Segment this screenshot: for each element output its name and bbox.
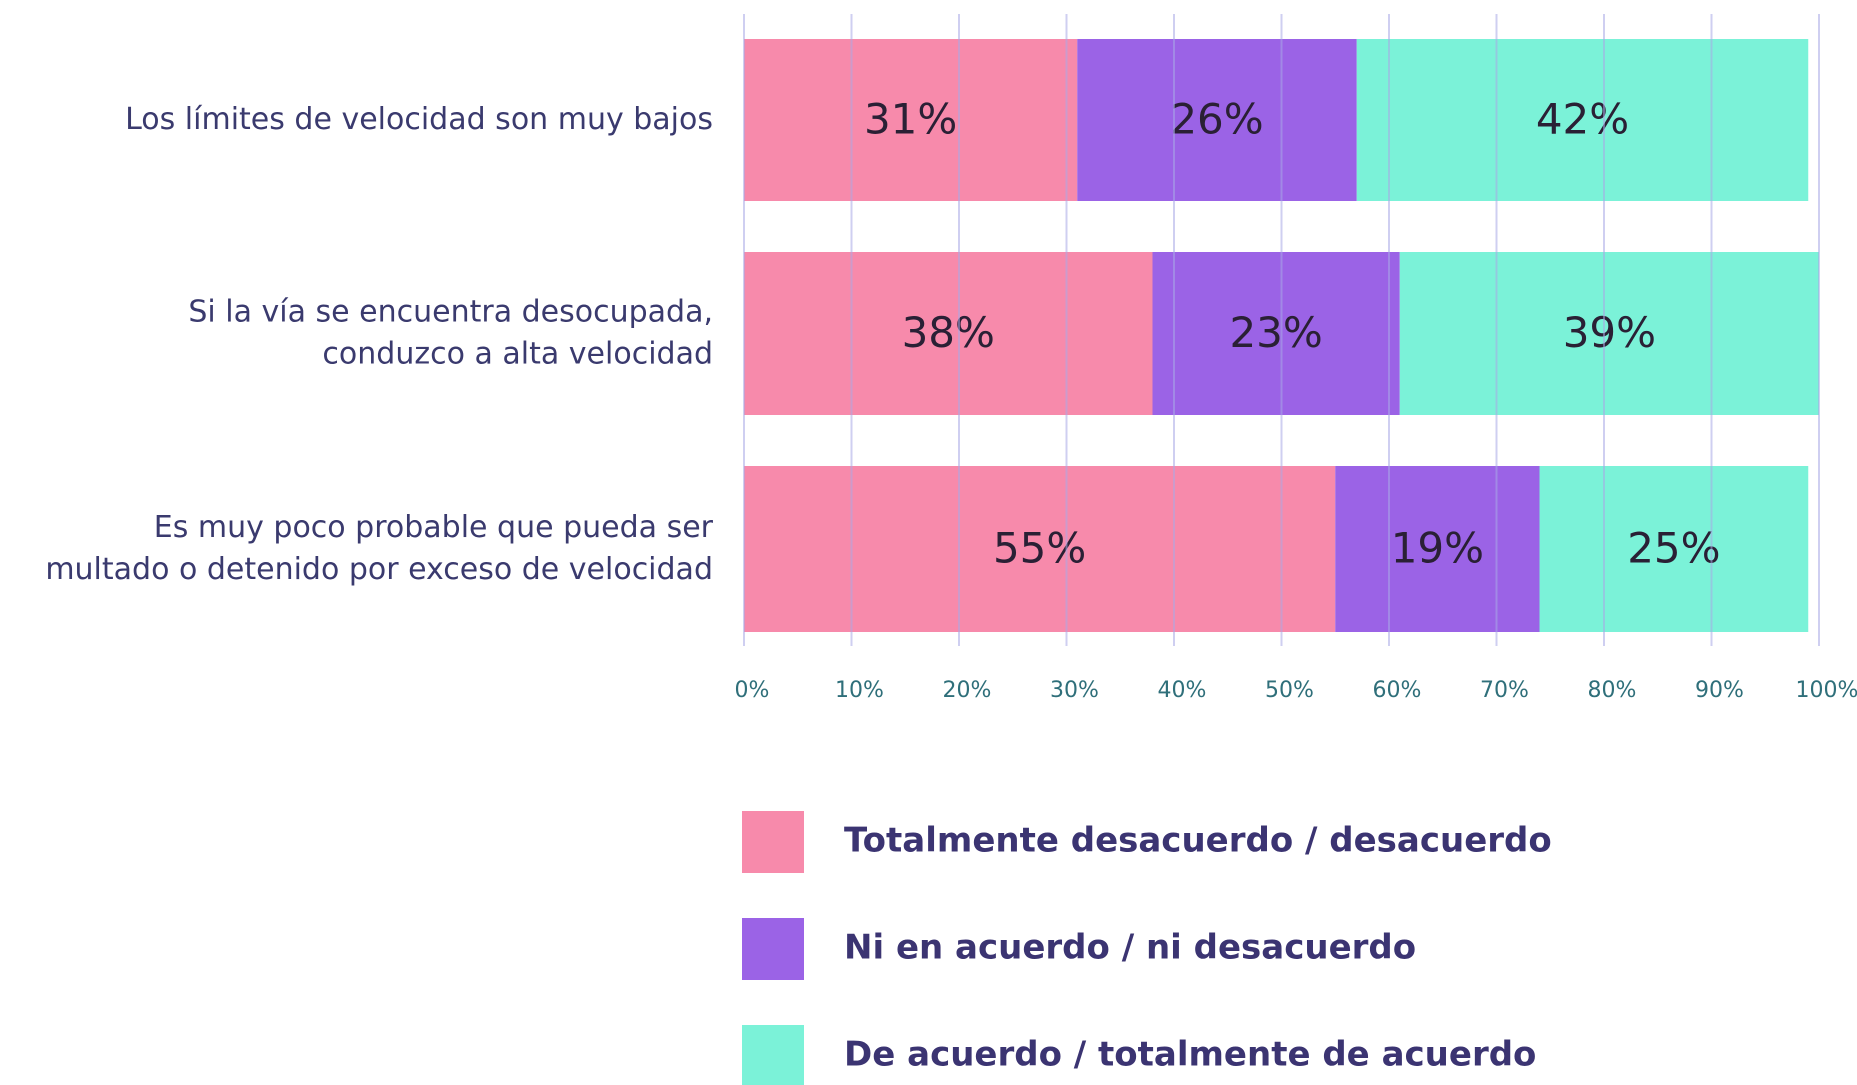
data-label: 31% [864,95,957,144]
x-tick-label: 10% [835,678,884,703]
legend-label: Ni en acuerdo / ni desacuerdo [844,928,1416,968]
x-tick-label: 20% [943,678,992,703]
bar-segment [1356,39,1809,201]
data-label: 23% [1229,308,1322,357]
legend-label: De acuerdo / totalmente de acuerdo [844,1035,1536,1075]
bar-segment [744,466,1336,632]
category-label: Si la vía se encuentra desocupada, conduz… [188,294,713,371]
data-label: 55% [993,524,1086,573]
category-label: Los límites de velocidad son muy bajos [125,102,713,137]
data-label: 25% [1627,524,1720,573]
legend-swatch [742,811,804,873]
bar-segment [1539,466,1809,632]
bar-segment [1077,39,1357,201]
legend-swatch [742,918,804,980]
x-tick-label: 30% [1050,678,1099,703]
bar-segment [1152,252,1400,415]
category-line: Los límites de velocidad son muy bajos [125,102,713,137]
bar-segment [744,252,1153,415]
bar-segment [744,39,1078,201]
legend-label: Totalmente desacuerdo / desacuerdo [844,821,1552,861]
data-label: 19% [1391,524,1484,573]
data-label: 42% [1536,95,1629,144]
data-label: 26% [1170,95,1263,144]
x-tick-label: 80% [1588,678,1637,703]
category-line: Si la vía se encuentra desocupada, [188,294,713,329]
category-line: multado o detenido por exceso de velocid… [45,552,713,587]
category-line: conduzco a alta velocidad [322,336,713,371]
bar-segment [1335,466,1540,632]
category-label: Es muy poco probable que pueda ser multad… [45,510,713,587]
x-tick-label: 90% [1695,678,1744,703]
x-tick-label: 40% [1158,678,1207,703]
x-tick-label: 50% [1265,678,1314,703]
bar-segment [1399,252,1819,415]
data-label: 38% [902,308,995,357]
x-tick-label: 100% [1796,678,1857,703]
x-tick-label: 70% [1480,678,1529,703]
category-line: Es muy poco probable que pueda ser [154,510,714,545]
x-tick-label: 60% [1373,678,1422,703]
x-tick-label: 0% [735,678,770,703]
legend-swatch [742,1025,804,1085]
data-label: 39% [1563,308,1656,357]
